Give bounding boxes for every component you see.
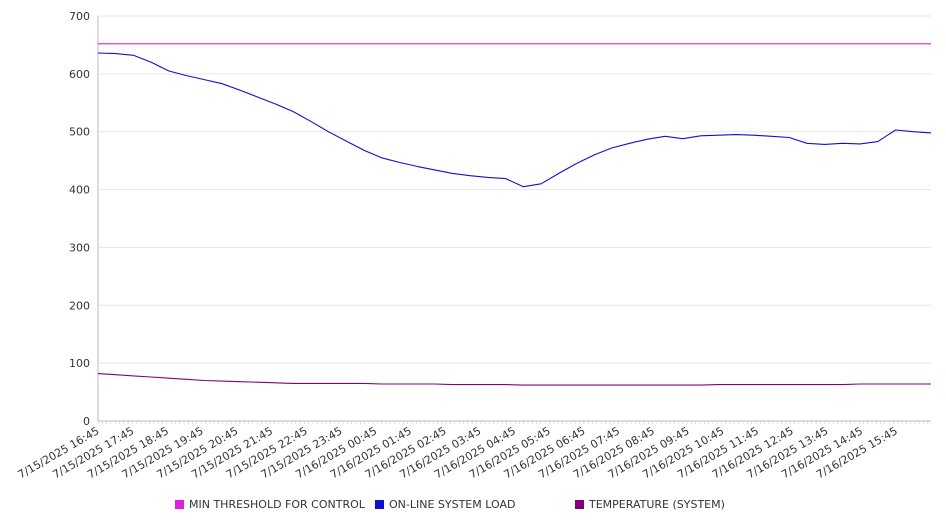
y-axis-ticks: 0 100 200 300 400 500 600 700 xyxy=(69,10,90,428)
legend-item-temperature: TEMPERATURE (SYSTEM) xyxy=(575,498,725,511)
axes xyxy=(97,16,931,424)
legend: MIN THRESHOLD FOR CONTROL ON-LINE SYSTEM… xyxy=(0,498,946,514)
legend-item-online-load: ON-LINE SYSTEM LOAD xyxy=(375,498,515,511)
y-tick-label: 600 xyxy=(69,68,90,81)
y-tick-label: 300 xyxy=(69,241,90,254)
x-axis-ticks: 7/15/2025 16:457/15/2025 17:457/15/2025 … xyxy=(16,424,900,481)
legend-label-online-load: ON-LINE SYSTEM LOAD xyxy=(389,498,516,511)
series-lines xyxy=(97,43,932,386)
y-tick-label: 100 xyxy=(69,357,90,370)
series-line-online-load xyxy=(97,52,932,188)
legend-label-temperature: TEMPERATURE (SYSTEM) xyxy=(589,498,725,511)
y-tick-label: 0 xyxy=(83,415,90,428)
y-tick-label: 500 xyxy=(69,126,90,139)
series-line-temperature xyxy=(97,373,931,386)
legend-item-min-threshold: MIN THRESHOLD FOR CONTROL xyxy=(175,498,365,511)
legend-label-min-threshold: MIN THRESHOLD FOR CONTROL xyxy=(189,498,365,511)
legend-swatch-temperature xyxy=(575,500,584,509)
legend-swatch-min-threshold xyxy=(175,500,184,509)
y-tick-label: 400 xyxy=(69,184,90,197)
legend-swatch-online-load xyxy=(375,500,384,509)
y-tick-label: 200 xyxy=(69,299,90,312)
y-tick-label: 700 xyxy=(69,10,90,23)
gridlines xyxy=(98,15,931,364)
